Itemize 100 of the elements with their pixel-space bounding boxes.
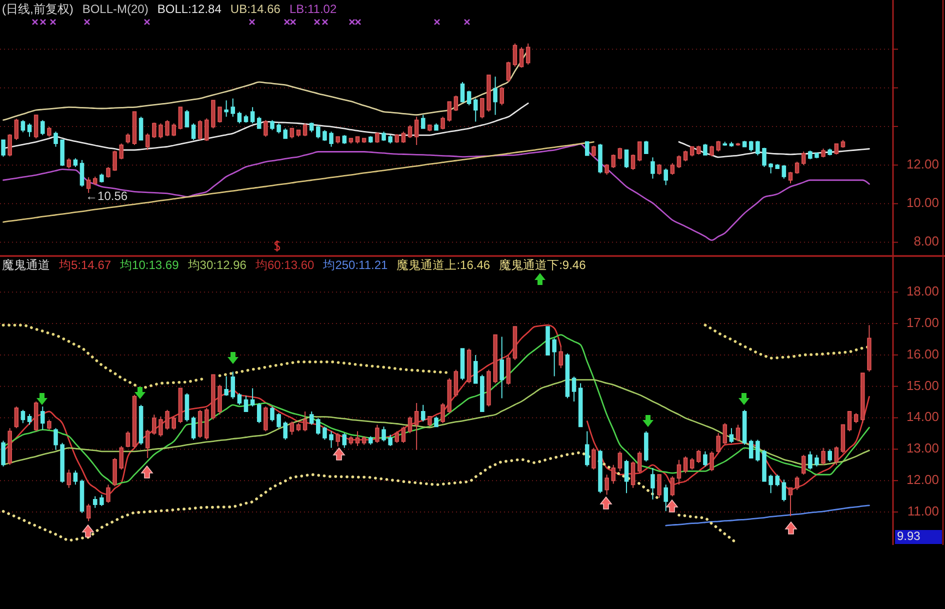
candlestick: [683, 456, 688, 474]
candlestick: [650, 156, 655, 180]
candlestick: [676, 459, 682, 486]
candlestick: [112, 457, 117, 487]
candlestick: [309, 410, 314, 426]
candlestick: [119, 142, 124, 160]
text: UB:14.66: [230, 2, 281, 16]
candlestick: [486, 369, 491, 407]
candlestick: [618, 147, 622, 160]
candlestick: [670, 162, 675, 176]
candlestick: [244, 395, 248, 412]
chart-subtitle: BOLL-M(20): [82, 2, 148, 16]
candlestick: [454, 369, 458, 398]
candlestick: [145, 132, 150, 151]
candlestick: [394, 430, 400, 444]
candlestick: [408, 416, 412, 434]
candlestick: [775, 474, 780, 487]
candlestick: [211, 100, 216, 129]
candlestick: [73, 158, 78, 168]
candlestick: [664, 484, 668, 512]
candlestick: [834, 143, 839, 155]
candlestick: [60, 442, 64, 484]
candlestick: [828, 148, 832, 156]
candlestick: [92, 496, 98, 508]
candlestick: [138, 404, 144, 446]
candlestick: [664, 168, 668, 186]
text: 魔鬼通道上:16.46: [396, 258, 490, 272]
candlestick: [670, 476, 675, 497]
candlestick: [264, 406, 268, 432]
candlestick: [382, 131, 386, 142]
candlestick: [224, 376, 228, 396]
candlestick: [264, 120, 268, 138]
candlestick: [100, 173, 104, 183]
candlestick: [703, 450, 708, 467]
candlestick: [388, 134, 392, 144]
candlestick: [126, 132, 130, 144]
candlestick: [440, 116, 445, 130]
line-series: [2, 143, 870, 241]
candlestick: [801, 151, 806, 166]
candlestick: [584, 430, 590, 467]
candlestick: [27, 414, 32, 426]
candlestick: [112, 150, 117, 172]
candlestick: [40, 120, 45, 136]
candlestick: [768, 162, 773, 174]
candlestick: [329, 430, 334, 448]
candlestick: [584, 141, 590, 156]
candlestick: [80, 479, 84, 514]
candlestick: [191, 122, 196, 140]
candlestick: [40, 406, 45, 430]
candlestick: [716, 432, 720, 454]
candlestick: [336, 136, 340, 144]
candlestick: [250, 106, 255, 124]
candlestick: [690, 457, 694, 470]
candlestick: [722, 141, 728, 146]
candlestick: [401, 131, 406, 144]
candlestick: [119, 446, 124, 470]
text: 均5:14.67: [58, 258, 112, 272]
candlestick: [808, 450, 812, 470]
candlestick: [460, 82, 465, 103]
candlestick: [1, 440, 6, 467]
candlestick: [473, 354, 478, 384]
candlestick: [762, 147, 766, 168]
candlestick: [729, 428, 734, 444]
candlestick: [447, 100, 452, 122]
candlestick: [690, 146, 694, 157]
candlestick: [362, 436, 366, 446]
candlestick: [106, 166, 110, 178]
candlestick: [152, 414, 156, 436]
candlestick: [401, 426, 406, 444]
candlestick: [572, 376, 576, 402]
candlestick: [493, 334, 498, 384]
candlestick: [611, 154, 616, 168]
candlestick: [316, 124, 320, 139]
candlestick: [762, 449, 766, 482]
candlestick: [224, 100, 228, 118]
candlestick: [283, 128, 288, 139]
y-tick-label: 8.00: [914, 234, 939, 249]
candlestick: [27, 122, 32, 138]
legend-label: 均60:13.60: [254, 258, 315, 272]
candlestick: [198, 120, 202, 140]
candlestick: [348, 436, 354, 446]
candlestick: [644, 140, 648, 154]
candlestick: [775, 164, 780, 170]
candlestick: [276, 122, 281, 134]
candlestick: [322, 130, 327, 142]
candlestick: [296, 130, 301, 138]
candlestick: [821, 447, 826, 466]
candlestick: [742, 140, 747, 148]
candlestick: [592, 145, 596, 158]
candlestick: [322, 426, 327, 440]
candlestick: [66, 158, 72, 169]
candlestick: [512, 326, 518, 360]
candlestick: [316, 418, 320, 436]
candlestick: [191, 416, 196, 440]
candlestick: [428, 416, 432, 428]
y-tick-label: 16.00: [906, 346, 939, 362]
chart-title: (日线,前复权): [2, 2, 74, 16]
candlestick: [756, 439, 760, 462]
candlestick: [152, 122, 156, 139]
candlestick: [420, 114, 426, 129]
